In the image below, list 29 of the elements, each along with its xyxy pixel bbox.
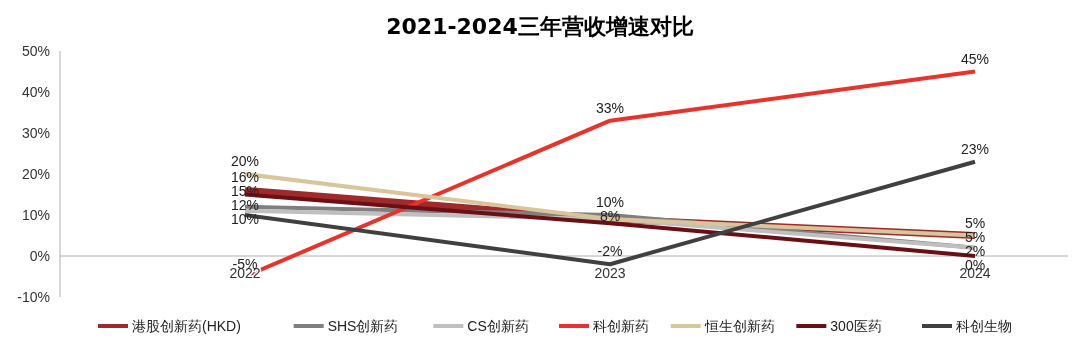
legend-label: 港股创新药(HKD) bbox=[132, 318, 241, 334]
data-label: 2% bbox=[964, 242, 986, 259]
legend-label: 300医药 bbox=[830, 318, 882, 334]
y-tick-label: 50% bbox=[21, 43, 50, 59]
chart-title: 2021-2024三年营收增速对比 bbox=[386, 14, 694, 39]
data-label: 20% bbox=[230, 153, 260, 169]
legend-label: CS创新药 bbox=[467, 318, 529, 334]
legend-label: 科创生物 bbox=[956, 318, 1012, 334]
data-label: 10% bbox=[230, 211, 260, 228]
y-tick-label: -10% bbox=[17, 289, 50, 305]
y-tick-label: 0% bbox=[29, 248, 50, 264]
data-label: 16% bbox=[230, 169, 260, 186]
data-label: 10% bbox=[595, 194, 625, 210]
data-label: 45% bbox=[960, 50, 990, 67]
legend-label: 恒生创新药 bbox=[703, 318, 775, 334]
data-label: -2% bbox=[597, 243, 623, 260]
legend-label: 科创新药 bbox=[593, 318, 649, 334]
y-tick-label: 40% bbox=[21, 84, 50, 100]
y-tick-label: 20% bbox=[21, 166, 50, 182]
data-label: 23% bbox=[960, 140, 990, 157]
legend-label: SHS创新药 bbox=[327, 318, 399, 334]
data-label: 33% bbox=[595, 99, 625, 116]
x-tick-label: 2023 bbox=[594, 265, 626, 281]
y-tick-label: 10% bbox=[21, 207, 50, 223]
data-label: 8% bbox=[599, 208, 621, 224]
data-label: 5% bbox=[964, 214, 986, 231]
data-label: 5% bbox=[964, 228, 986, 245]
data-label: 12% bbox=[230, 197, 260, 214]
y-tick-label: 30% bbox=[21, 125, 50, 141]
